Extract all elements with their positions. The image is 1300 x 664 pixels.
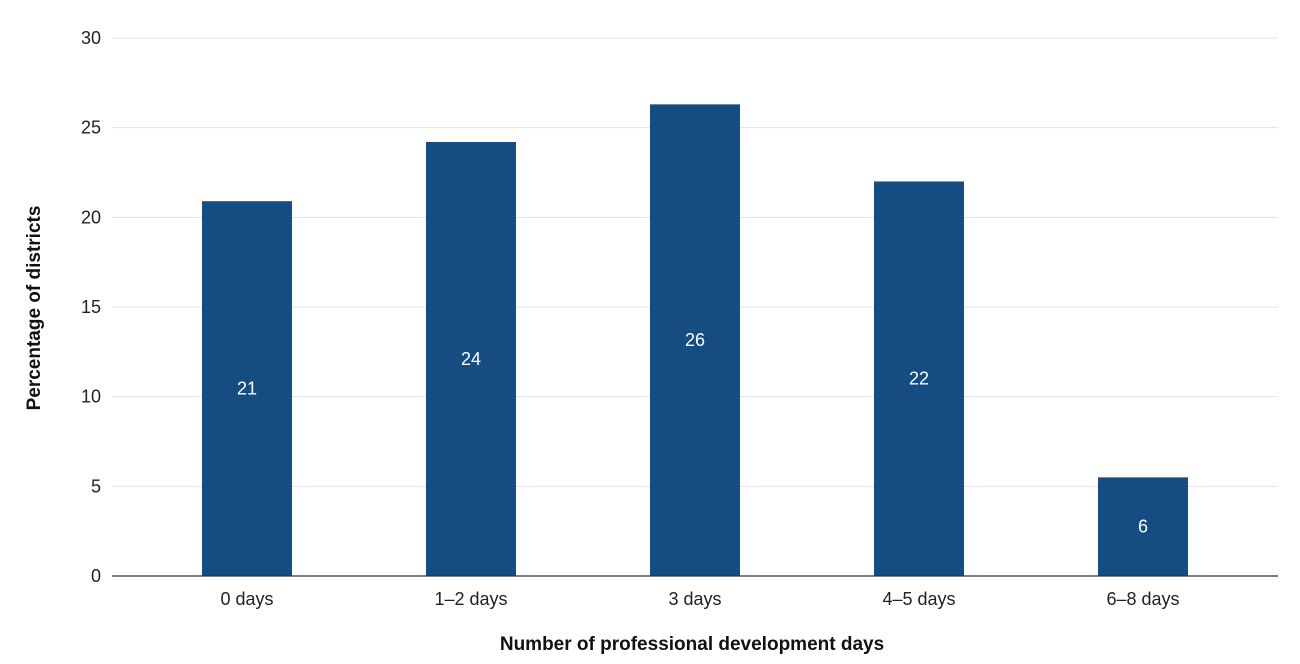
y-tick-label: 15 — [81, 297, 101, 317]
x-axis-title: Number of professional development days — [500, 634, 884, 655]
x-tick-label: 6–8 days — [1106, 589, 1179, 609]
bars: 21 24 26 22 6 — [202, 104, 1188, 576]
bar-data-label: 6 — [1138, 517, 1148, 537]
y-tick-label: 25 — [81, 118, 101, 138]
y-tick-label: 30 — [81, 28, 101, 48]
y-tick-label: 5 — [91, 476, 101, 496]
x-tick-label: 4–5 days — [882, 589, 955, 609]
bar — [1098, 477, 1188, 576]
bar-data-label: 26 — [685, 330, 705, 350]
bar — [202, 201, 292, 576]
bar-data-label: 21 — [237, 379, 257, 399]
bar-data-label: 24 — [461, 349, 481, 369]
y-tick-label: 0 — [91, 566, 101, 586]
axes: 0 5 10 15 20 25 30 0 days 1–2 days 3 days 4–5 days… — [81, 28, 1278, 609]
bar — [650, 104, 740, 576]
y-axis-title: Percentage of districts — [24, 206, 45, 411]
x-tick-label: 3 days — [668, 589, 721, 609]
y-tick-label: 20 — [81, 207, 101, 227]
bar — [426, 142, 516, 576]
y-tick-label: 10 — [81, 387, 101, 407]
x-tick-label: 0 days — [220, 589, 273, 609]
x-tick-label: 1–2 days — [434, 589, 507, 609]
bar-data-label: 22 — [909, 369, 929, 389]
bar — [874, 181, 964, 576]
